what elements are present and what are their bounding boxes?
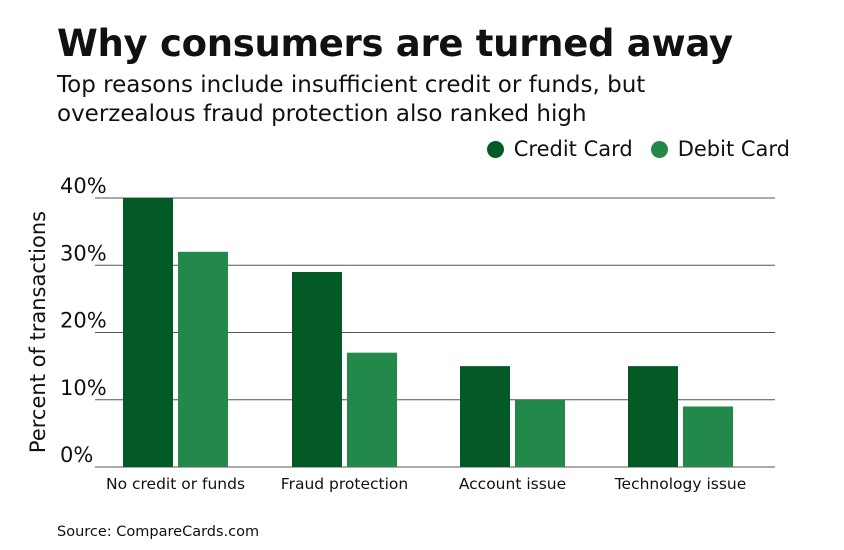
bar-debit-card-2 — [515, 399, 565, 467]
legend-swatch-credit-card — [486, 140, 504, 158]
bar-debit-card-0 — [178, 251, 228, 467]
bar-credit-card-3 — [628, 366, 678, 467]
y-tick-label-40: 40% — [60, 174, 107, 198]
legend-item-debit-card: Debit Card — [650, 137, 790, 161]
legend-swatch-debit-card — [650, 140, 668, 158]
x-tick-label-1: Fraud protection — [281, 475, 408, 493]
legend-label-debit-card: Debit Card — [677, 137, 790, 161]
legend-item-credit-card: Credit Card — [486, 137, 633, 161]
legend: Credit Card Debit Card — [469, 137, 790, 161]
bar-credit-card-1 — [292, 271, 342, 467]
x-tick-label-3: Technology issue — [614, 475, 747, 493]
legend-label-credit-card: Credit Card — [513, 137, 633, 161]
bar-debit-card-1 — [347, 352, 397, 467]
y-tick-label-0: 0% — [60, 443, 93, 467]
bar-credit-card-0 — [123, 198, 173, 467]
y-tick-label-20: 20% — [60, 309, 107, 333]
x-tick-label-2: Account issue — [459, 475, 566, 493]
y-tick-label-30: 30% — [60, 241, 107, 265]
chart-subtitle: Top reasons include insufficient credit … — [57, 72, 646, 127]
y-tick-label-10: 10% — [60, 376, 107, 400]
x-tick-label-0: No credit or funds — [106, 475, 245, 493]
bar-credit-card-2 — [460, 366, 510, 467]
chart-title: Why consumers are turned away — [57, 22, 733, 65]
bar-debit-card-3 — [683, 406, 733, 467]
source-note: Source: CompareCards.com — [57, 524, 260, 540]
